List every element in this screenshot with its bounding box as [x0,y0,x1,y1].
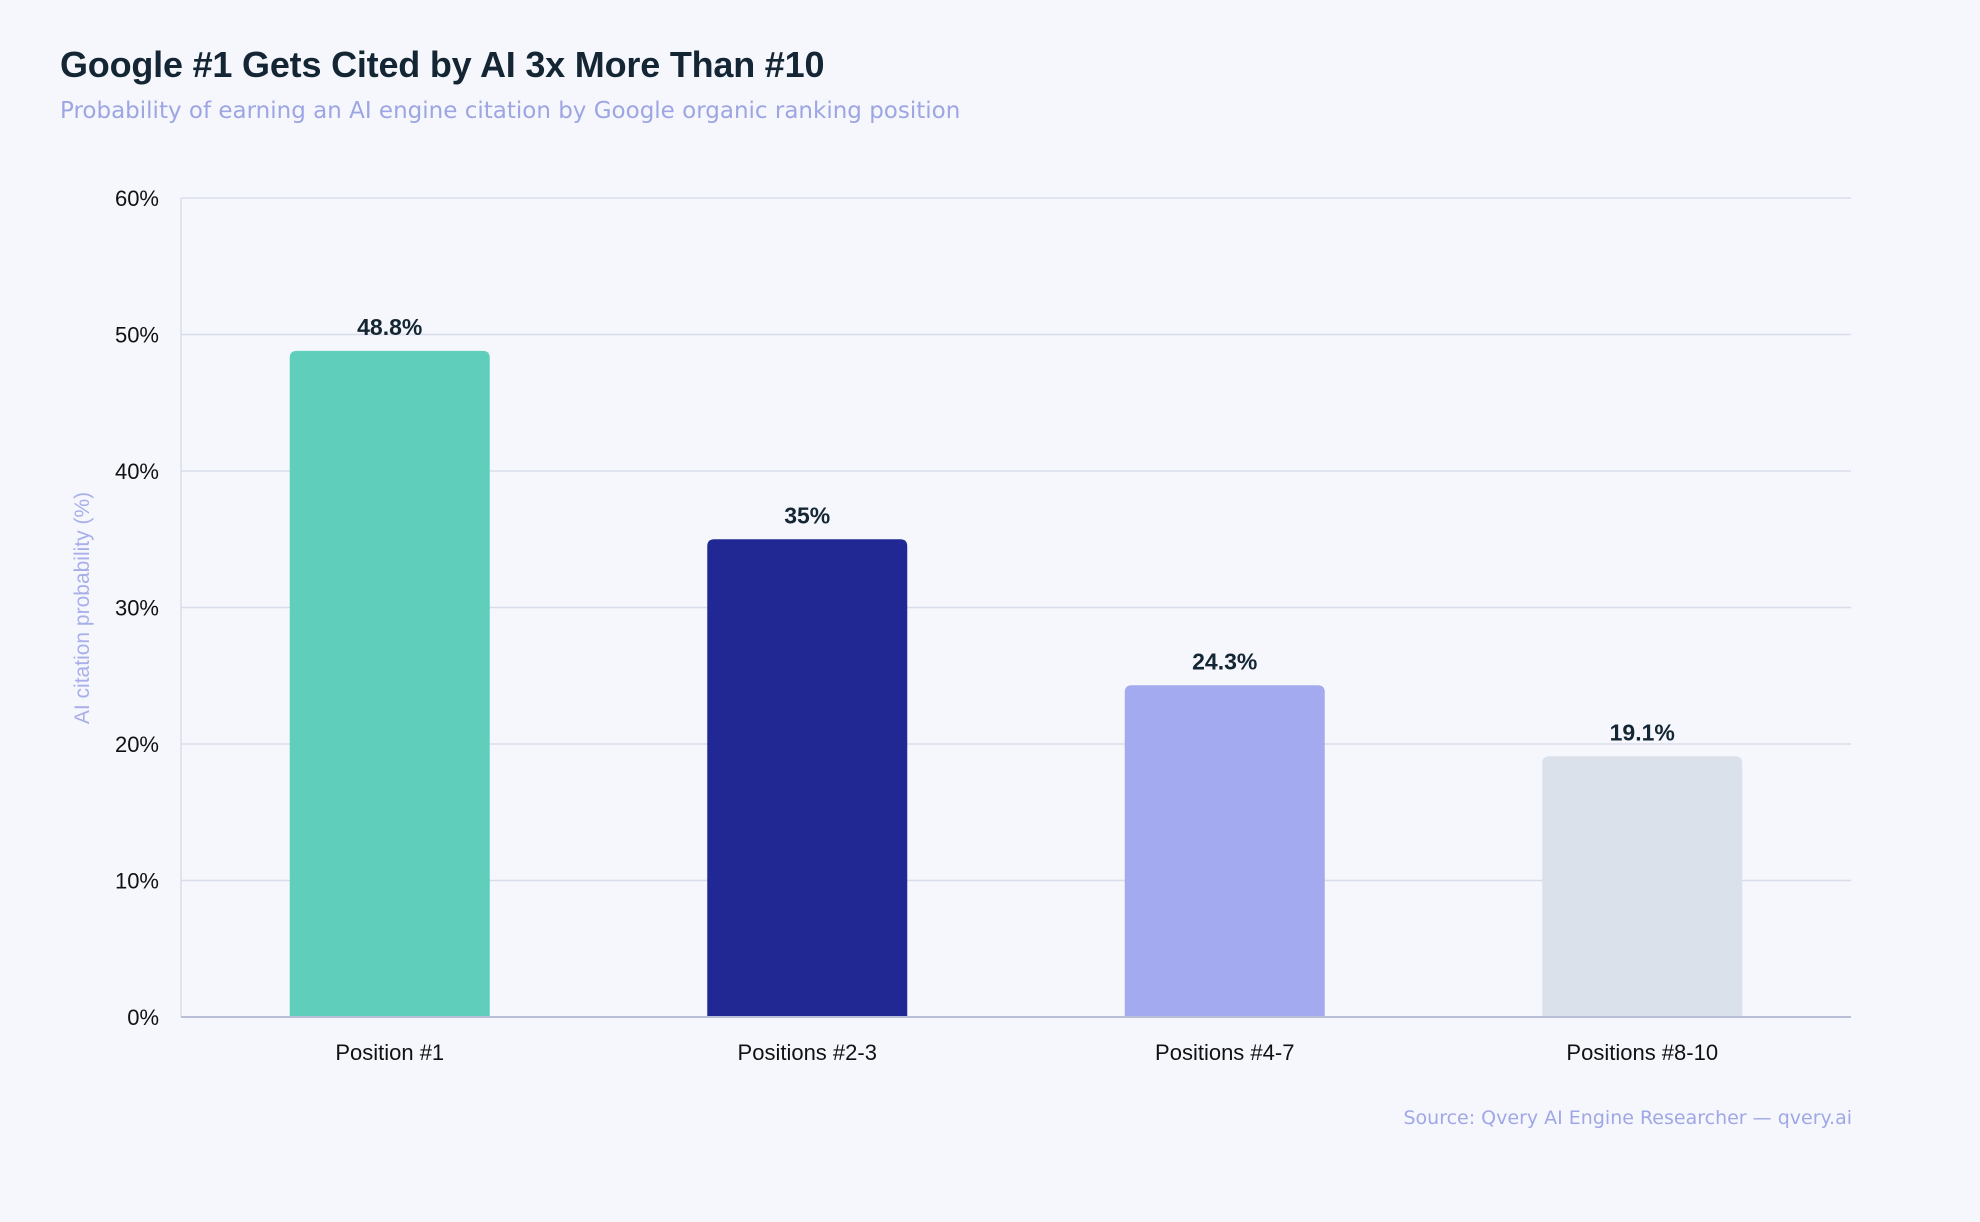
y-tick-label: 60% [115,186,159,211]
y-tick-label: 20% [115,732,159,757]
y-tick-label: 0% [127,1005,159,1030]
x-category-labels: Position #1 Positions #2-3 Positions #4-7 P… [335,1040,1718,1065]
data-label: 35% [784,502,830,528]
chart-title: Google #1 Gets Cited by AI 3x More Than … [60,44,825,85]
y-tick-label: 30% [115,596,159,621]
x-category-label: Positions #8-10 [1566,1040,1718,1065]
data-label: 48.8% [357,314,422,340]
axes [180,198,1851,1018]
y-tick-label: 40% [115,459,159,484]
chart-subtitle: Probability of earning an AI engine cita… [60,98,961,124]
x-category-label: Positions #2-3 [738,1040,877,1065]
bar-3 [1124,685,1325,1017]
y-axis-title: AI citation probability (%) [71,492,94,724]
bar-4 [1542,756,1743,1017]
data-labels: 48.8% 35% 24.3% 19.1% [357,314,1675,745]
x-category-label: Positions #4-7 [1155,1040,1294,1065]
x-category-label: Position #1 [335,1040,444,1065]
data-label: 19.1% [1610,719,1675,745]
y-tick-labels: 0% 10% 20% 30% 40% 50% 60% [115,186,159,1030]
bar-2 [707,539,908,1017]
y-tick-label: 50% [115,323,159,348]
source-note: Source: Qvery AI Engine Researcher — qve… [1403,1107,1852,1129]
bar-1 [289,350,490,1017]
data-label: 24.3% [1192,648,1257,674]
bars [289,350,1743,1017]
y-tick-label: 10% [115,869,159,894]
